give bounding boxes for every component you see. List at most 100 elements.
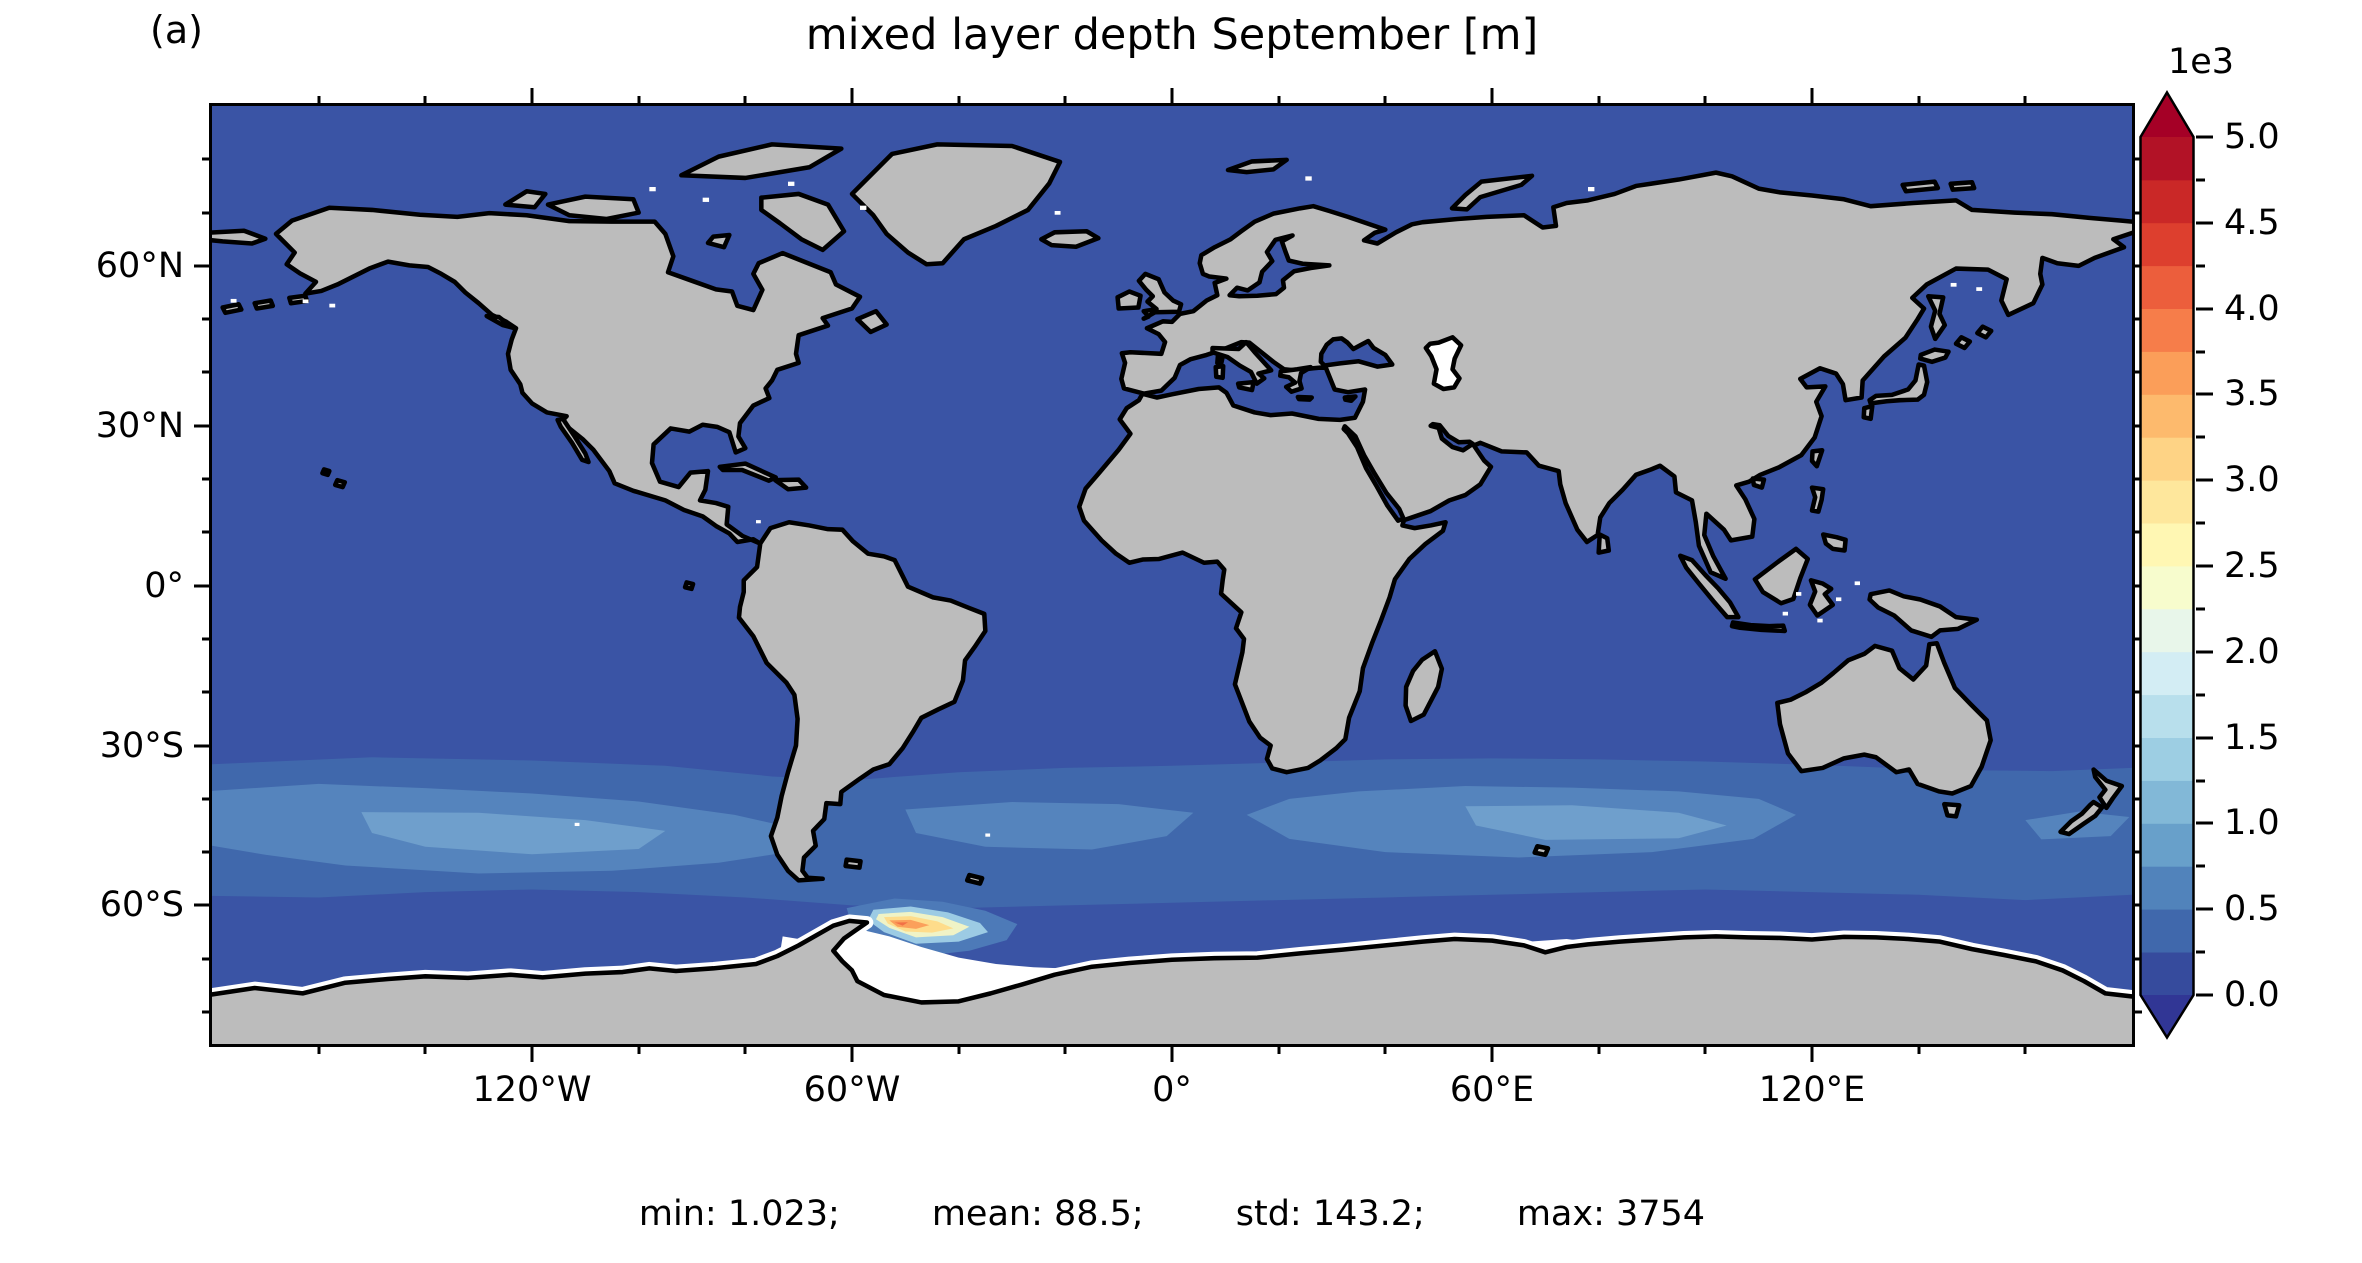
vancouver-island <box>484 313 516 330</box>
y-minor-tick <box>202 317 212 321</box>
mld-band-500-750-atlantic <box>905 802 1194 850</box>
corsica <box>1215 354 1225 367</box>
uk <box>1136 271 1184 321</box>
kerguelen <box>1532 844 1551 858</box>
world-map <box>212 106 2132 1044</box>
colorbar-segment <box>2140 479 2194 524</box>
x-minor-tick <box>1277 1044 1281 1054</box>
colorbar-segment <box>2140 265 2194 309</box>
colorbar-segment <box>2140 436 2194 481</box>
y-major-tick <box>194 424 212 428</box>
colorbar-minor-tick <box>2196 693 2205 697</box>
victoria-island <box>545 194 641 222</box>
y-minor-tick <box>2132 211 2142 215</box>
hotspot-core <box>894 922 908 926</box>
y-axis-tick-label: 60°N <box>95 245 184 286</box>
nodata-specks <box>230 176 1983 837</box>
stat-min: min: 1.023; <box>638 1194 840 1234</box>
y-minor-tick <box>202 477 212 481</box>
italy <box>1210 339 1274 386</box>
stat-std: std: 143.2; <box>1235 1194 1425 1234</box>
greece <box>1278 364 1313 394</box>
stat-max: max: 3754 <box>1516 1194 1706 1234</box>
y-minor-tick <box>2132 477 2142 481</box>
hawaii <box>320 467 348 490</box>
y-minor-tick <box>202 157 212 161</box>
colorbar-tick-label: 2.0 <box>2224 631 2280 672</box>
y-minor-tick <box>202 850 212 854</box>
x-minor-tick <box>317 1044 321 1054</box>
y-minor-tick <box>2132 157 2142 161</box>
x-axis-tick-label: 60°W <box>803 1070 901 1110</box>
plot-title: mixed layer depth September [m] <box>805 10 1539 60</box>
red-sea <box>1341 424 1406 523</box>
ellesmere-island <box>679 142 844 181</box>
x-minor-tick <box>743 96 747 106</box>
y-major-tick <box>194 744 212 748</box>
chukotka-edge <box>212 228 268 246</box>
colorbar-major-tick <box>2196 993 2213 997</box>
y-minor-tick <box>202 797 212 801</box>
x-minor-tick <box>957 96 961 106</box>
mld-band-750-1000-pacific <box>361 812 666 855</box>
y-minor-tick <box>2132 1010 2142 1014</box>
colorbar-segment <box>2140 222 2194 267</box>
y-minor-tick <box>2132 850 2142 854</box>
colorbar-tick-label: 3.5 <box>2224 374 2280 415</box>
y-minor-tick <box>202 690 212 694</box>
iceland <box>1039 228 1101 249</box>
colorbar-segment <box>2140 737 2194 781</box>
taiwan <box>1809 448 1825 469</box>
galapagos <box>682 580 696 592</box>
y-minor-tick <box>202 637 212 641</box>
x-minor-tick <box>1917 1044 1921 1054</box>
colorbar-under-arrow <box>2140 995 2194 1038</box>
colorbar-tick-label: 0.5 <box>2224 889 2280 930</box>
hispaniola <box>772 477 809 492</box>
ireland <box>1115 289 1143 311</box>
new-zealand-south <box>2058 799 2105 837</box>
colorbar-bar <box>2139 90 2195 1040</box>
colorbar-minor-tick <box>2196 264 2205 268</box>
south-georgia <box>964 872 985 886</box>
colorbar-tick-label: 5.0 <box>2224 117 2280 157</box>
x-minor-tick <box>2023 96 2027 106</box>
falkland-islands <box>843 857 863 870</box>
colorbar-outline <box>2139 90 2195 1040</box>
x-minor-tick <box>637 96 641 106</box>
colorbar-segment <box>2140 565 2194 610</box>
x-axis-tick-label: 120°E <box>1758 1070 1866 1110</box>
persian-gulf <box>1428 421 1476 453</box>
sardinia <box>1213 363 1226 381</box>
hainan <box>1750 476 1767 490</box>
colorbar-tick-label: 1.5 <box>2224 717 2280 758</box>
x-major-tick <box>1490 88 1494 106</box>
x-minor-tick <box>2023 1044 2027 1054</box>
colorbar-segment <box>2140 651 2194 696</box>
colorbar-tick-label: 3.0 <box>2224 460 2280 501</box>
y-minor-tick <box>2132 530 2142 534</box>
new-zealand-north <box>2091 767 2125 811</box>
x-major-tick <box>1490 1044 1494 1062</box>
black-sea <box>1318 336 1395 369</box>
x-minor-tick <box>1063 96 1067 106</box>
madagascar <box>1403 648 1445 724</box>
colorbar-major-tick <box>2196 907 2213 911</box>
colorbar-major-tick <box>2196 307 2213 311</box>
colorbar-minor-tick <box>2196 950 2205 954</box>
newfoundland <box>855 308 889 335</box>
baltic-sea <box>1227 233 1332 299</box>
y-minor-tick <box>2132 690 2142 694</box>
colorbar-minor-tick <box>2196 864 2205 868</box>
colorbar-minor-tick <box>2196 779 2205 782</box>
x-minor-tick <box>317 96 321 106</box>
colorbar-segment <box>2140 780 2194 824</box>
panel-label: (a) <box>150 8 203 52</box>
x-minor-tick <box>1383 96 1387 106</box>
y-axis-tick-label: 30°N <box>95 405 184 446</box>
colorbar-tick-label: 4.0 <box>2224 288 2280 329</box>
banks-island <box>503 189 548 210</box>
x-major-tick <box>1170 88 1174 106</box>
colorbar-minor-tick <box>2196 178 2205 182</box>
